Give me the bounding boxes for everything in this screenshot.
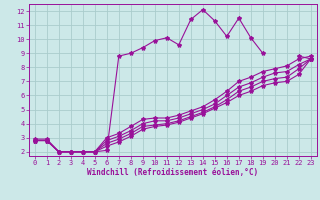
X-axis label: Windchill (Refroidissement éolien,°C): Windchill (Refroidissement éolien,°C) <box>87 168 258 177</box>
